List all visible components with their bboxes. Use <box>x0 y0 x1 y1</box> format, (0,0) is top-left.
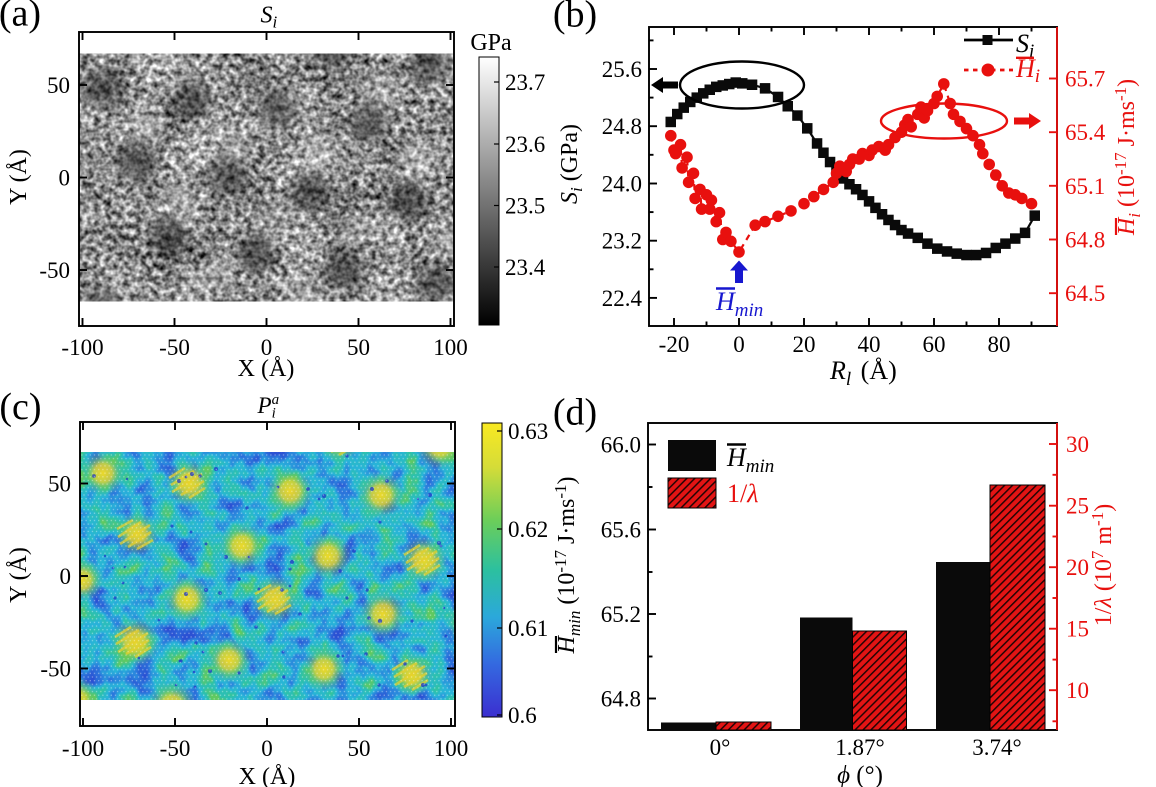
svg-text:15: 15 <box>1066 617 1089 642</box>
svg-text:3.74°: 3.74° <box>972 735 1021 760</box>
svg-text:-50: -50 <box>160 736 191 761</box>
svg-text:Rl (Å): Rl (Å) <box>829 356 897 390</box>
svg-text:GPa: GPa <box>470 30 512 56</box>
svg-text:Hmin (10-17 J·ms-1): Hmin (10-17 J·ms-1) <box>551 476 584 654</box>
svg-text:1.87°: 1.87° <box>835 735 884 760</box>
svg-text:60: 60 <box>923 332 946 357</box>
svg-text:50: 50 <box>48 472 71 497</box>
svg-text:X (Å): X (Å) <box>238 356 295 382</box>
svg-text:64.8: 64.8 <box>601 687 641 712</box>
svg-text:0.61: 0.61 <box>508 616 548 641</box>
svg-text:(b): (b) <box>553 0 597 36</box>
svg-text:50: 50 <box>347 335 370 360</box>
svg-text:40: 40 <box>858 332 881 357</box>
svg-text:-50: -50 <box>40 657 71 682</box>
svg-text:X (Å): X (Å) <box>239 764 296 787</box>
svg-text:Pai: Pa i <box>257 392 280 422</box>
svg-text:(a): (a) <box>0 0 41 35</box>
svg-text:-50: -50 <box>39 258 70 283</box>
svg-text:-50: -50 <box>159 335 190 360</box>
svg-text:65.6: 65.6 <box>601 518 641 543</box>
svg-text:20: 20 <box>793 332 816 357</box>
svg-text:0°: 0° <box>710 735 731 760</box>
svg-text:-100: -100 <box>61 335 103 360</box>
svg-text:1/λ: 1/λ <box>727 479 759 508</box>
svg-text:-20: -20 <box>659 332 690 357</box>
svg-text:0: 0 <box>261 335 273 360</box>
svg-text:-100: -100 <box>62 736 104 761</box>
svg-text:100: 100 <box>434 736 469 761</box>
svg-text:65.2: 65.2 <box>601 602 641 627</box>
svg-text:64.5: 64.5 <box>1065 281 1105 306</box>
svg-text:23.2: 23.2 <box>602 229 642 254</box>
svg-text:25.6: 25.6 <box>602 57 642 82</box>
svg-text:Y (Å): Y (Å) <box>6 149 32 205</box>
svg-text:0: 0 <box>60 564 72 589</box>
svg-text:23.7: 23.7 <box>505 70 545 95</box>
svg-text:0: 0 <box>59 166 71 191</box>
svg-text:66.0: 66.0 <box>601 433 641 458</box>
svg-text:23.4: 23.4 <box>505 255 546 280</box>
svg-text:0: 0 <box>261 736 273 761</box>
svg-text:Si (GPa): Si (GPa) <box>557 124 586 204</box>
svg-text:24.0: 24.0 <box>602 172 642 197</box>
svg-text:50: 50 <box>47 73 70 98</box>
svg-text:80: 80 <box>988 332 1011 357</box>
svg-text:64.8: 64.8 <box>1065 228 1105 253</box>
svg-text:0: 0 <box>733 332 745 357</box>
svg-text:0.6: 0.6 <box>508 703 537 728</box>
svg-text:Hi (10-17 J·ms-1): Hi (10-17 J·ms-1) <box>1111 79 1144 236</box>
svg-text:65.1: 65.1 <box>1065 174 1105 199</box>
svg-text:65.7: 65.7 <box>1065 67 1105 92</box>
svg-text:23.5: 23.5 <box>505 194 545 219</box>
svg-text:22.4: 22.4 <box>602 286 643 311</box>
svg-text:30: 30 <box>1066 432 1089 457</box>
svg-text:100: 100 <box>433 335 468 360</box>
svg-text:25: 25 <box>1066 494 1089 519</box>
svg-text:10: 10 <box>1066 678 1089 703</box>
svg-text:24.8: 24.8 <box>602 114 642 139</box>
svg-text:Y (Å): Y (Å) <box>6 547 32 603</box>
svg-text:(d): (d) <box>553 392 597 434</box>
svg-text:0.62: 0.62 <box>508 517 548 542</box>
svg-text:ϕ (°): ϕ (°) <box>837 762 883 787</box>
svg-text:65.4: 65.4 <box>1065 120 1106 145</box>
svg-text:20: 20 <box>1066 555 1089 580</box>
svg-text:(c): (c) <box>0 386 42 428</box>
svg-text:50: 50 <box>348 736 371 761</box>
svg-text:0.63: 0.63 <box>508 419 548 444</box>
svg-text:23.6: 23.6 <box>505 132 545 157</box>
